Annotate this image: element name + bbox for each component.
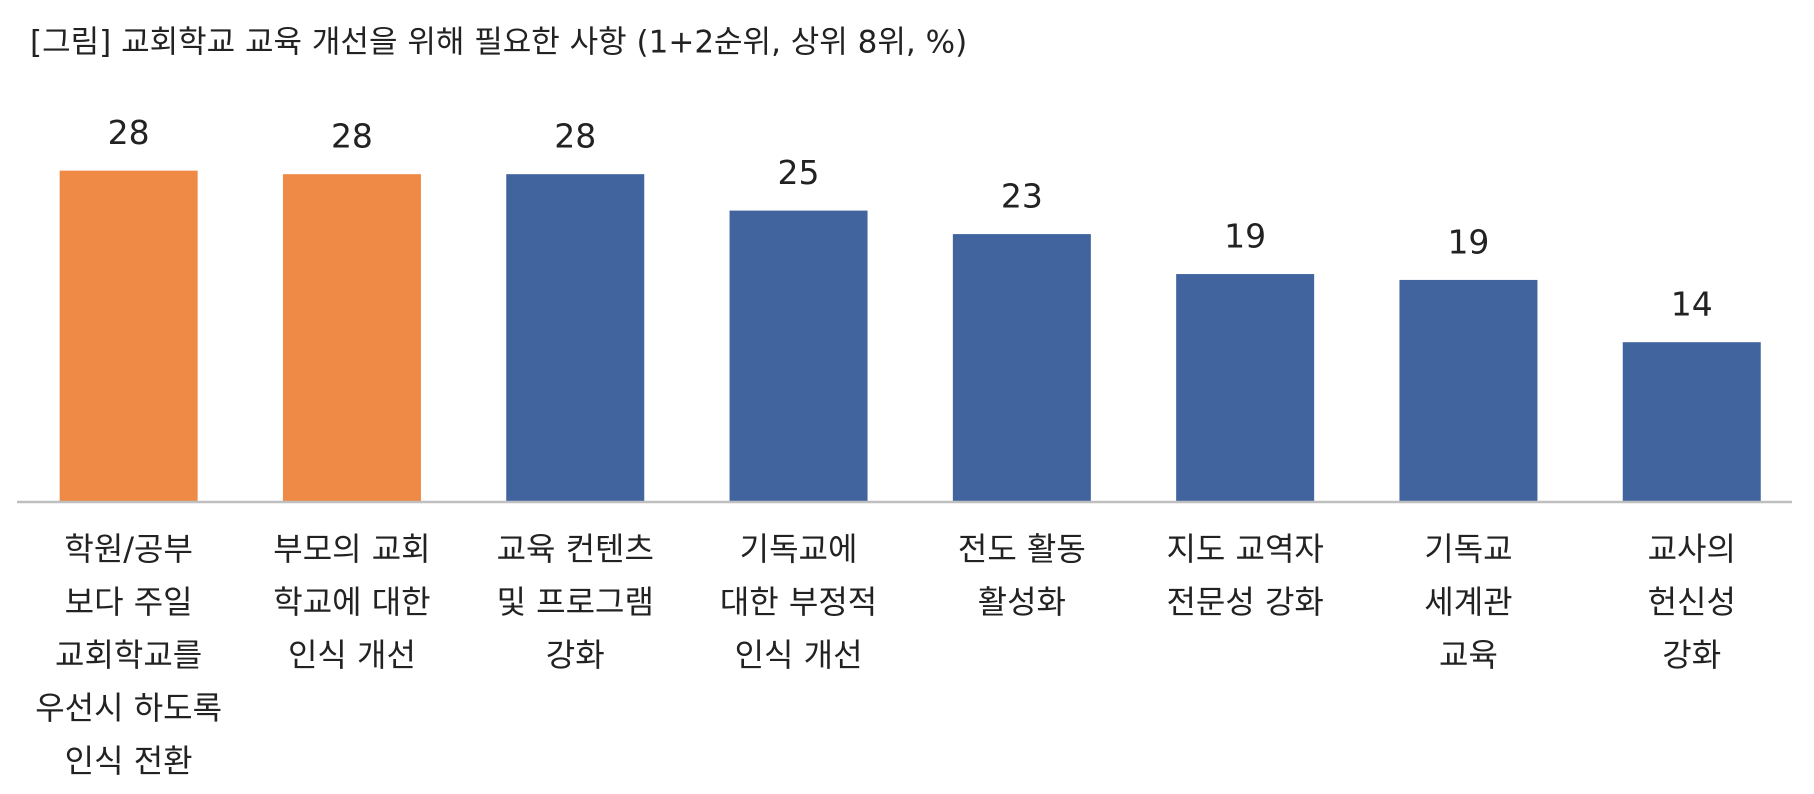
chart-title: [그림] 교회학교 교육 개선을 위해 필요한 사항 (1+2순위, 상위 8위… bbox=[30, 25, 967, 61]
x-tick-label: 인식 개선 bbox=[735, 636, 863, 674]
x-tick-label: 교육 bbox=[1439, 636, 1498, 674]
x-tick-label: 인식 전환 bbox=[65, 742, 193, 780]
value-label: 28 bbox=[554, 117, 596, 156]
x-tick-label: 교회학교를 bbox=[55, 636, 202, 674]
value-label: 28 bbox=[108, 113, 150, 152]
x-tick-label: 우선시 하도록 bbox=[35, 689, 222, 727]
bar bbox=[506, 174, 645, 503]
value-label: 19 bbox=[1447, 222, 1489, 261]
x-tick-label: 학교에 대한 bbox=[273, 583, 430, 621]
x-tick-label: 기독교에 bbox=[740, 530, 858, 568]
value-label: 23 bbox=[1001, 177, 1043, 216]
bar bbox=[952, 234, 1091, 502]
value-label: 28 bbox=[331, 117, 373, 156]
bar bbox=[1176, 274, 1315, 502]
x-tick-label: 전도 활동 bbox=[958, 530, 1086, 568]
x-tick-label: 교육 컨텐츠 bbox=[497, 530, 654, 568]
bar bbox=[282, 174, 421, 503]
x-tick-label: 인식 개선 bbox=[288, 636, 416, 674]
x-tick-label: 헌신성 bbox=[1648, 583, 1736, 621]
value-label: 25 bbox=[778, 153, 820, 192]
bar bbox=[1622, 342, 1761, 502]
bar bbox=[729, 210, 868, 502]
value-label: 19 bbox=[1224, 217, 1266, 256]
x-tick-label: 교사의 bbox=[1648, 530, 1736, 568]
value-label: 14 bbox=[1671, 285, 1713, 324]
x-tick-label: 기독교 bbox=[1424, 530, 1512, 568]
x-tick-label: 강화 bbox=[546, 636, 605, 674]
bar bbox=[59, 170, 198, 502]
x-tick-label: 대한 부정적 bbox=[720, 583, 877, 621]
x-tick-label: 활성화 bbox=[978, 583, 1066, 621]
x-tick-label: 지도 교역자 bbox=[1166, 530, 1323, 568]
x-tick-label: 강화 bbox=[1662, 636, 1721, 674]
x-tick-label: 학원/공부 bbox=[64, 530, 193, 568]
x-tick-label: 보다 주일 bbox=[65, 583, 193, 621]
x-tick-label: 전문성 강화 bbox=[1166, 583, 1323, 621]
bar bbox=[1399, 279, 1538, 502]
x-tick-label: 및 프로그램 bbox=[497, 583, 654, 621]
x-tick-label: 부모의 교회 bbox=[273, 530, 430, 568]
x-tick-label: 세계관 bbox=[1424, 583, 1512, 621]
